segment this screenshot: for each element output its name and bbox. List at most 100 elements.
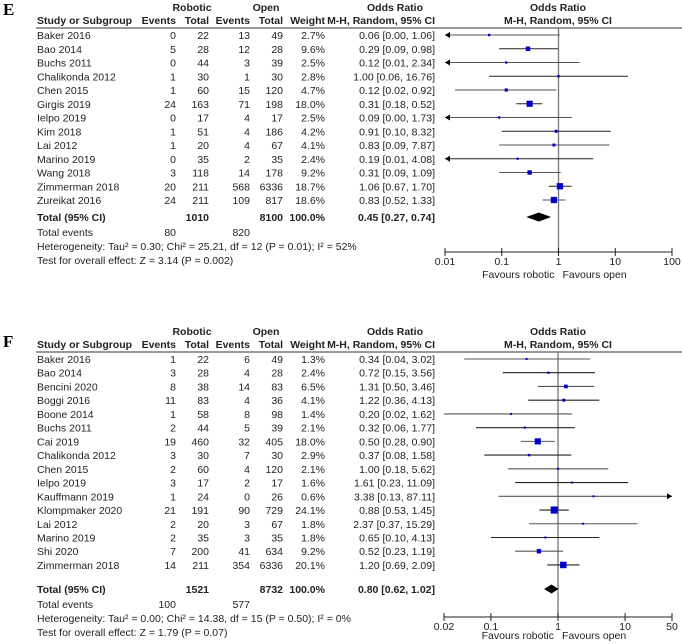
x-tick-label: 0.01 bbox=[435, 256, 456, 268]
ci-plot-header: M-H, Random, 95% CI bbox=[504, 339, 612, 351]
weight-header: Weight bbox=[290, 15, 325, 27]
robotic-total: 44 bbox=[197, 58, 209, 70]
odds-ratio-ci: 1.20 [0.69, 2.09] bbox=[359, 560, 435, 572]
panel-label: F bbox=[3, 332, 13, 351]
study-name: Bao 2014 bbox=[37, 368, 82, 380]
point-estimate-marker bbox=[564, 384, 568, 389]
study-name: Bencini 2020 bbox=[37, 381, 98, 393]
pooled-estimate-diamond bbox=[544, 584, 559, 594]
study-row: Cai 2019 19 460 32 405 18.0% 0.50 [0.28, 0.90] bbox=[37, 436, 555, 448]
study-name: Shi 2020 bbox=[37, 546, 79, 558]
point-estimate-marker bbox=[552, 143, 556, 147]
weight: 4.7% bbox=[301, 85, 325, 97]
open-events: 354 bbox=[232, 560, 250, 572]
open-total: 405 bbox=[265, 436, 283, 448]
robotic-events: 1 bbox=[170, 409, 176, 421]
open-events: 5 bbox=[244, 423, 250, 435]
weight: 1.6% bbox=[301, 478, 325, 490]
study-name: Chalikonda 2012 bbox=[37, 71, 116, 83]
study-name: Marino 2019 bbox=[37, 532, 96, 544]
study-row: Chen 2015 1 60 15 120 4.7% 0.12 [0.02, 0.92] bbox=[37, 85, 557, 97]
weight: 0.6% bbox=[301, 491, 325, 503]
pooled-estimate-diamond bbox=[526, 212, 552, 222]
odds-ratio-ci: 1.06 [0.67, 1.70] bbox=[359, 181, 435, 193]
open-events-header: Events bbox=[216, 15, 251, 27]
weight: 9.6% bbox=[301, 44, 325, 56]
robotic-events: 0 bbox=[170, 113, 176, 125]
robotic-events: 1 bbox=[170, 140, 176, 152]
robotic-total: 28 bbox=[197, 44, 209, 56]
study-row: Chalikonda 2012 3 30 7 30 2.9% 0.37 [0.08, 1.5… bbox=[37, 450, 572, 462]
study-name: Baker 2016 bbox=[37, 354, 91, 366]
robotic-total: 211 bbox=[192, 181, 209, 193]
x-tick-label: 10 bbox=[619, 621, 631, 633]
study-name: Lai 2012 bbox=[37, 140, 77, 152]
odds-ratio-ci: 0.50 [0.28, 0.90] bbox=[359, 436, 435, 448]
x-tick-label: 0.1 bbox=[494, 256, 509, 268]
open-total: 83 bbox=[271, 381, 283, 393]
x-tick-label: 0.1 bbox=[484, 621, 499, 633]
open-events: 3 bbox=[244, 532, 250, 544]
robotic-total: 17 bbox=[197, 478, 209, 490]
point-estimate-marker bbox=[505, 61, 508, 64]
odds-ratio-ci: 1.00 [0.18, 5.62] bbox=[359, 464, 435, 476]
robotic-events: 3 bbox=[170, 450, 176, 462]
open-events: 1 bbox=[244, 71, 250, 83]
study-row: Buchs 2011 2 44 5 39 2.1% 0.32 [0.06, 1.77] bbox=[37, 423, 575, 435]
robotic-events: 0 bbox=[170, 58, 176, 70]
robotic-total: 211 bbox=[192, 560, 209, 572]
weight: 1.3% bbox=[301, 354, 325, 366]
total-odds-ratio-ci: 0.80 [0.62, 1.02] bbox=[358, 584, 435, 596]
robotic-total: 38 bbox=[197, 381, 209, 393]
open-total: 178 bbox=[265, 168, 283, 180]
open-total: 39 bbox=[271, 423, 283, 435]
robotic-total: 22 bbox=[197, 354, 209, 366]
ci-header: M-H, Random, 95% CI bbox=[327, 15, 435, 27]
open-total-header: Total bbox=[259, 339, 283, 351]
robotic-total: 35 bbox=[197, 154, 209, 166]
point-estimate-marker bbox=[534, 438, 541, 445]
weight: 2.5% bbox=[301, 113, 325, 125]
open-total: 6336 bbox=[260, 181, 284, 193]
odds-ratio-ci: 0.19 [0.01, 4.08] bbox=[359, 154, 435, 166]
weight: 1.8% bbox=[301, 519, 325, 531]
open-total: 67 bbox=[271, 140, 283, 152]
open-total: 6336 bbox=[260, 560, 284, 572]
study-name: Wang 2018 bbox=[37, 168, 90, 180]
open-total: 28 bbox=[271, 44, 283, 56]
weight: 4.1% bbox=[301, 140, 325, 152]
open-total: 634 bbox=[265, 546, 283, 558]
study-name: Baker 2016 bbox=[37, 30, 91, 42]
open-total: 30 bbox=[271, 450, 283, 462]
study-row: Ielpo 2019 3 17 2 17 1.6% 1.61 [0.23, 11.09] bbox=[37, 478, 629, 490]
open-events: 6 bbox=[244, 354, 250, 366]
open-total-events: 820 bbox=[232, 227, 250, 239]
open-total: 17 bbox=[271, 478, 283, 490]
robotic-events: 3 bbox=[170, 478, 176, 490]
point-estimate-marker bbox=[510, 412, 513, 415]
study-name: Chalikonda 2012 bbox=[37, 450, 116, 462]
overall-effect-test: Test for overall effect: Z = 3.14 (P = 0… bbox=[37, 255, 233, 267]
favours-left-label: Favours robotic bbox=[482, 630, 554, 642]
weight: 2.4% bbox=[301, 154, 325, 166]
weight: 4.1% bbox=[301, 395, 325, 407]
robotic-events: 0 bbox=[170, 154, 176, 166]
open-events: 3 bbox=[244, 58, 250, 70]
study-row: Marino 2019 0 35 2 35 2.4% 0.19 [0.01, 4.08] bbox=[37, 154, 594, 166]
robotic-total: 22 bbox=[197, 30, 209, 42]
open-total: 729 bbox=[265, 505, 283, 517]
odds-ratio-ci: 3.38 [0.13, 87.11] bbox=[354, 491, 435, 503]
weight: 18.7% bbox=[295, 181, 325, 193]
open-events: 4 bbox=[244, 113, 250, 125]
point-estimate-marker bbox=[525, 46, 531, 51]
study-row: Girgis 2019 24 163 71 198 18.0% 0.31 [0.18, 0.… bbox=[37, 99, 543, 111]
open-events: 8 bbox=[244, 409, 250, 421]
point-estimate-marker bbox=[550, 506, 558, 514]
study-name: Cai 2019 bbox=[37, 436, 79, 448]
forest-panel-e: E Robotic Open Odds Ratio Odds Ratio Study or… bbox=[3, 0, 682, 281]
study-name: Girgis 2019 bbox=[37, 99, 91, 111]
odds-ratio-ci: 0.37 [0.08, 1.58] bbox=[359, 450, 435, 462]
robotic-events: 3 bbox=[170, 168, 176, 180]
robotic-total: 30 bbox=[197, 450, 209, 462]
